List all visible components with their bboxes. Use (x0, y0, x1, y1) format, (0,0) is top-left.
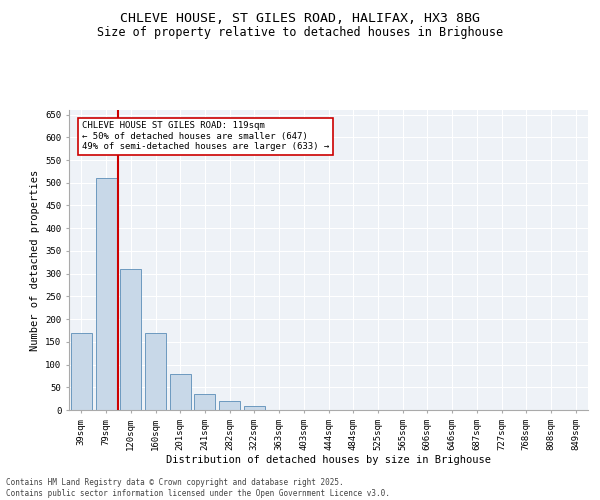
Bar (194, 394, 215, 410)
Bar (244, 406, 265, 410)
Bar (170, 374, 191, 410)
Bar (145, 332, 166, 410)
Bar (95, 178, 116, 410)
Text: Contains HM Land Registry data © Crown copyright and database right 2025.
Contai: Contains HM Land Registry data © Crown c… (6, 478, 390, 498)
Text: CHLEVE HOUSE, ST GILES ROAD, HALIFAX, HX3 8BG: CHLEVE HOUSE, ST GILES ROAD, HALIFAX, HX… (120, 12, 480, 26)
X-axis label: Distribution of detached houses by size in Brighouse: Distribution of detached houses by size … (166, 456, 491, 466)
Bar (219, 401, 240, 410)
Text: Size of property relative to detached houses in Brighouse: Size of property relative to detached ho… (97, 26, 503, 39)
Y-axis label: Number of detached properties: Number of detached properties (29, 170, 40, 350)
Bar (120, 269, 141, 410)
Bar (71, 332, 92, 410)
Text: CHLEVE HOUSE ST GILES ROAD: 119sqm
← 50% of detached houses are smaller (647)
49: CHLEVE HOUSE ST GILES ROAD: 119sqm ← 50%… (82, 122, 329, 151)
